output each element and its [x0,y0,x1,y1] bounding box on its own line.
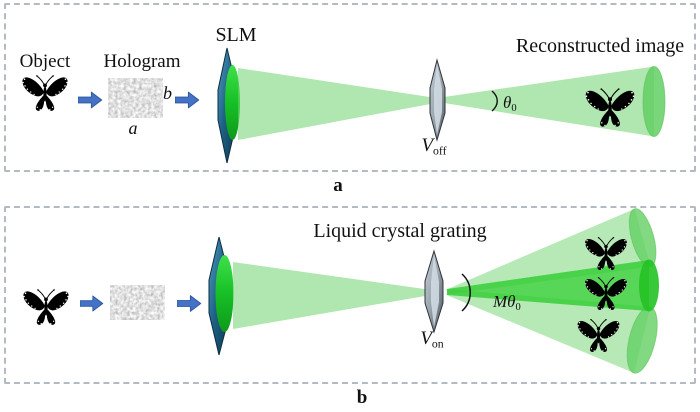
hologram-edge-a-label: a [128,118,138,138]
hologram-edge-b-label: b [163,83,172,103]
slm-green-window-a [225,65,240,140]
voltage-off-label: Voff [421,135,446,157]
panel-b-box [4,206,696,384]
flow-arrow-a1 [78,91,103,109]
liquid-crystal-grating-label: Liquid crystal grating [313,220,487,242]
angle-arc-b [461,273,471,312]
voltage-plate-von-face [431,255,439,327]
converging-beam-b [233,262,428,329]
cone-cap-a [642,66,666,137]
diverging-cone-a [444,66,654,137]
hologram-label: Hologram [103,51,181,72]
angle-mtheta0-sub: 0 [515,301,521,313]
voltage-on-label: Von [420,328,443,350]
panel-b-graphics [22,208,659,374]
panel-a-box [4,3,696,172]
flow-arrow-b2 [177,295,202,312]
slm-green-window-b [215,255,234,332]
reconstructed-image-label: Reconstructed image [515,35,685,57]
panel-a-graphics [21,47,666,164]
voltage-plate-voff-face [434,64,442,135]
voltage-off-sub: off [433,144,447,158]
voltage-on-sub: on [431,337,444,351]
angle-theta0-label: θ0 [503,93,517,115]
panel-b-letter: b [356,387,368,408]
angle-theta0-sub: 0 [511,102,517,114]
angle-mtheta0-label: Mθ0 [493,292,521,314]
diffracted-cone-middle [447,259,659,312]
object-label: Object [19,51,71,72]
angle-mtheta0-base: Mθ [493,292,516,311]
converging-beam-a [238,68,433,140]
flow-arrow-b1 [80,295,104,312]
voltage-off-base: V [421,135,434,156]
panel-a-letter: a [333,175,343,196]
object-butterfly-b [22,288,70,326]
angle-arc-a [491,90,498,112]
voltage-on-base: V [420,328,432,349]
object-butterfly-a [21,74,69,112]
slm-label: SLM [215,24,257,46]
hologram-patch-b [110,285,165,320]
hologram-patch-a [108,78,163,118]
diffracted-cone-bottom [446,289,658,374]
flow-arrow-a2 [175,91,200,109]
angle-theta0-base: θ [503,93,512,112]
